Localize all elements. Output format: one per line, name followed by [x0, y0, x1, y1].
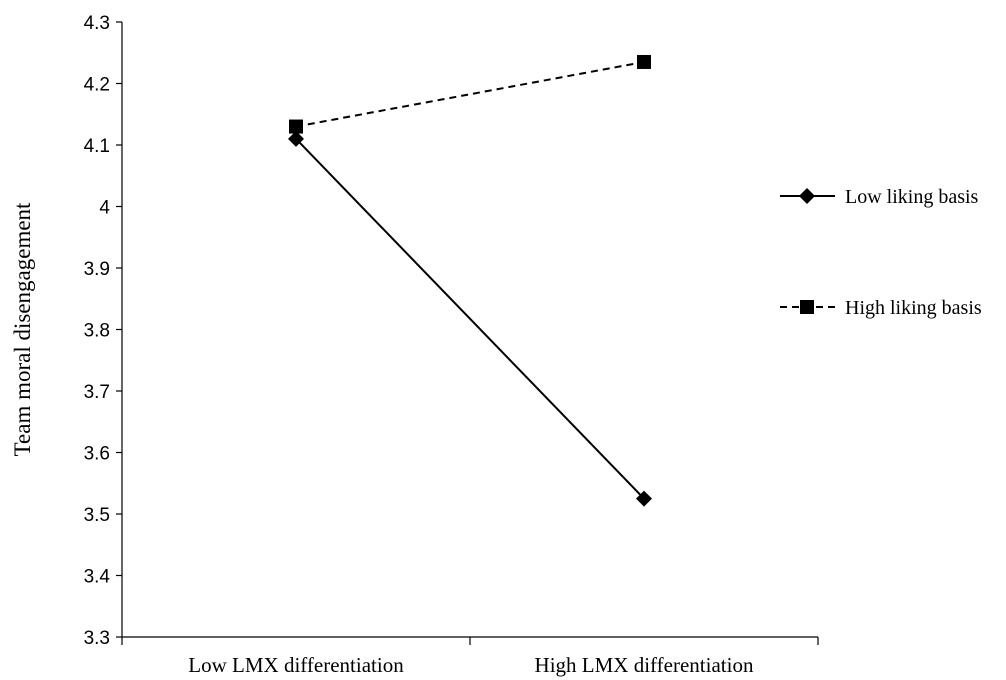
legend-label: High liking basis — [845, 297, 982, 319]
series-high-liking — [289, 54, 651, 134]
y-tick-label: 3.3 — [84, 628, 110, 649]
legend-marker — [800, 300, 814, 314]
data-point-marker — [637, 54, 651, 69]
x-tick-label: High LMX differentiation — [535, 653, 754, 677]
y-tick-label: 3.8 — [84, 321, 110, 342]
data-point-marker — [289, 119, 303, 134]
legend-label: Low liking basis — [845, 186, 979, 208]
y-tick-label: 4.3 — [84, 13, 110, 34]
legend-marker — [799, 188, 815, 204]
x-tick-label: Low LMX differentiation — [188, 653, 404, 677]
series-line — [295, 138, 645, 500]
data-point-marker — [288, 130, 304, 147]
y-tick-label: 3.6 — [84, 444, 110, 465]
legend-item: High liking basis — [780, 297, 982, 319]
y-tick-label: 3.4 — [84, 567, 111, 588]
series-line — [295, 60, 645, 128]
y-tick-label: 4 — [99, 198, 110, 219]
y-tick-label: 3.5 — [84, 505, 110, 526]
y-axis-label: Team moral disengagement — [10, 202, 35, 456]
y-tick-label: 4.2 — [84, 75, 110, 96]
y-tick-label: 4.1 — [84, 136, 110, 157]
y-tick-label: 3.7 — [84, 382, 110, 403]
legend-item: Low liking basis — [780, 186, 979, 208]
y-tick-label: 3.9 — [84, 259, 110, 280]
data-point-marker — [636, 490, 652, 507]
legend: Low liking basis High liking basis — [780, 186, 982, 319]
x-axis-ticks: Low LMX differentiation High LMX differen… — [121, 637, 819, 677]
series-low-liking — [288, 130, 652, 507]
y-axis-ticks: 3.3 3.4 3.5 3.6 3.7 3.8 3.9 4 4.1 4.2 4.3 — [84, 13, 122, 649]
series-layer — [288, 54, 652, 507]
